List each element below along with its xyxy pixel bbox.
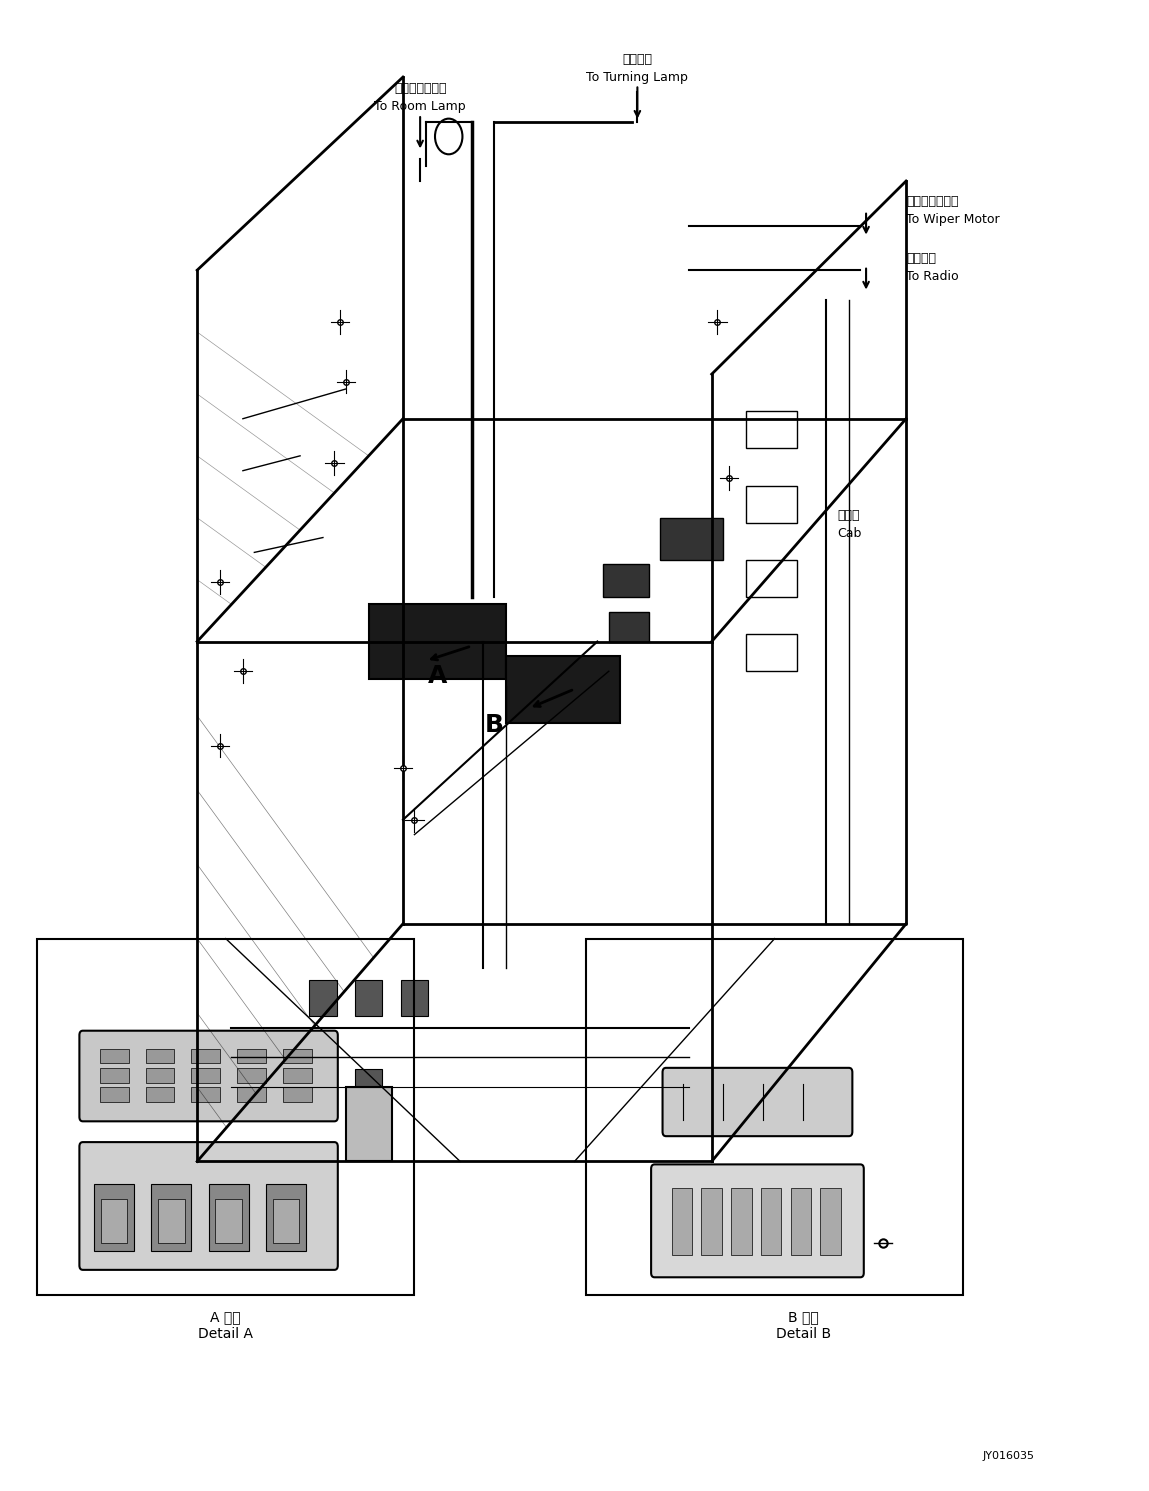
Bar	[603, 564, 649, 596]
Bar	[401, 980, 429, 1015]
Bar	[272, 1199, 299, 1243]
Text: B: B	[485, 713, 504, 737]
Bar	[746, 634, 797, 671]
Bar	[609, 611, 649, 641]
Text: B 詳細: B 詳細	[788, 1311, 818, 1324]
Text: Cab: Cab	[838, 526, 862, 540]
Bar	[355, 980, 383, 1015]
Bar	[159, 1199, 185, 1243]
Bar	[761, 1188, 781, 1255]
Bar	[661, 519, 723, 559]
Bar	[355, 1069, 383, 1105]
Bar	[192, 1087, 219, 1102]
Bar	[146, 1048, 175, 1063]
Text: To Wiper Motor: To Wiper Motor	[907, 213, 1000, 227]
Text: JY016035: JY016035	[984, 1451, 1035, 1461]
Bar	[746, 486, 797, 523]
Bar	[283, 1048, 311, 1063]
FancyBboxPatch shape	[79, 1030, 338, 1121]
Bar	[192, 1068, 219, 1082]
Bar	[265, 1184, 306, 1251]
Bar	[283, 1087, 311, 1102]
Bar	[152, 1184, 192, 1251]
Bar	[146, 1068, 175, 1082]
Bar	[237, 1048, 265, 1063]
Bar	[283, 1068, 311, 1082]
Bar	[37, 939, 415, 1296]
Bar	[672, 1188, 693, 1255]
FancyBboxPatch shape	[663, 1068, 853, 1136]
Text: A: A	[427, 663, 447, 687]
Text: 回転灯へ: 回転灯へ	[623, 52, 653, 66]
Bar	[701, 1188, 722, 1255]
Text: キャブ: キャブ	[838, 508, 859, 522]
Bar	[237, 1087, 265, 1102]
Text: ワイパモータへ: ワイパモータへ	[907, 195, 958, 209]
Text: To Radio: To Radio	[907, 270, 958, 283]
Text: Detail B: Detail B	[776, 1327, 831, 1340]
Bar	[309, 1069, 337, 1105]
FancyBboxPatch shape	[79, 1142, 338, 1270]
Text: To Turning Lamp: To Turning Lamp	[586, 70, 688, 83]
FancyBboxPatch shape	[651, 1164, 864, 1278]
Text: Detail A: Detail A	[199, 1327, 253, 1340]
Bar	[209, 1184, 248, 1251]
Bar	[731, 1188, 751, 1255]
Bar	[100, 1087, 129, 1102]
Text: ラジオへ: ラジオへ	[907, 252, 936, 265]
Text: ルームランプへ: ルームランプへ	[394, 82, 446, 95]
Text: A 詳細: A 詳細	[210, 1311, 241, 1324]
Bar	[586, 939, 963, 1296]
Bar	[100, 1068, 129, 1082]
Bar	[820, 1188, 841, 1255]
Bar	[100, 1048, 129, 1063]
Bar	[369, 604, 506, 678]
Bar	[94, 1184, 134, 1251]
Bar	[791, 1188, 811, 1255]
Bar	[237, 1068, 265, 1082]
Bar	[346, 1087, 392, 1161]
Bar	[746, 559, 797, 596]
Bar	[101, 1199, 128, 1243]
Bar	[146, 1087, 175, 1102]
Bar	[216, 1199, 241, 1243]
Bar	[309, 980, 337, 1015]
Bar	[192, 1048, 219, 1063]
Text: To Room Lamp: To Room Lamp	[375, 100, 466, 113]
Bar	[506, 656, 620, 723]
Bar	[746, 412, 797, 449]
